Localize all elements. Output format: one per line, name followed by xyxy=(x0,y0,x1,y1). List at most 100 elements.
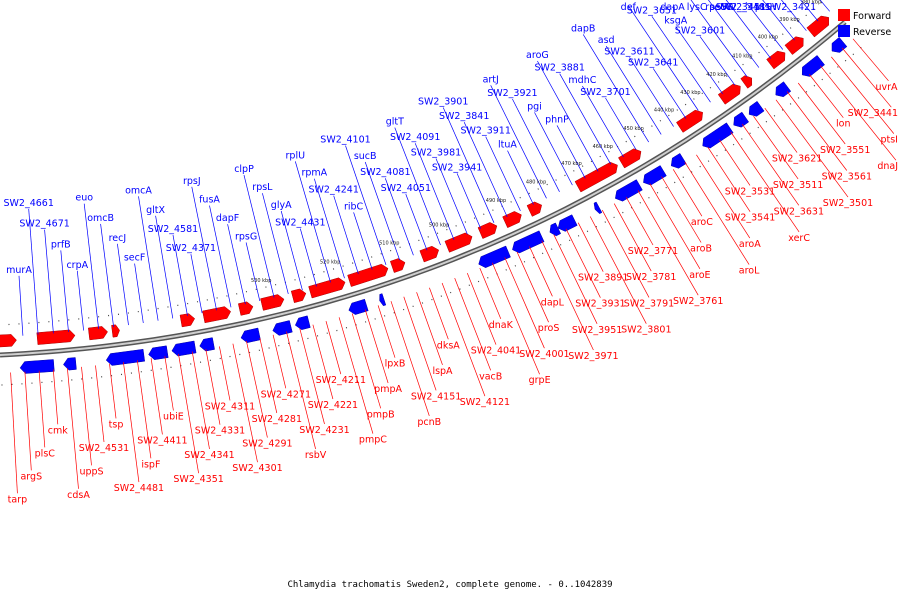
leader-line xyxy=(24,371,32,471)
leader-line xyxy=(364,161,401,261)
gene-label: cdsA xyxy=(67,490,90,501)
leader-line xyxy=(138,196,159,321)
forward-gene-arrow xyxy=(36,329,76,345)
gene-label: gltX xyxy=(146,205,165,216)
reverse-gene-arrow xyxy=(240,327,261,343)
gene-label: mdhC xyxy=(568,75,596,86)
scale-tick-label: 500 kbp xyxy=(429,222,449,228)
gene-label: SW2_3801 xyxy=(621,325,671,336)
leader-line xyxy=(259,337,278,414)
gene-label: lspA xyxy=(432,366,453,377)
leader-line xyxy=(441,282,486,397)
leader-line xyxy=(394,127,441,246)
gene-label: SW2_4001 xyxy=(519,349,569,360)
leader-line xyxy=(516,251,549,323)
leader-line xyxy=(81,366,92,466)
leader-line xyxy=(541,240,594,351)
leader-line xyxy=(652,68,687,119)
leader-line xyxy=(786,91,848,171)
leader-line xyxy=(725,0,772,59)
leader-line xyxy=(338,317,374,434)
genome-caption: Chlamydia trachomatis Sweden2, complete … xyxy=(287,580,612,590)
forward-gene-arrow xyxy=(477,222,498,239)
leader-line xyxy=(435,158,468,235)
leader-line xyxy=(136,360,152,459)
gene-label: SW2_3981 xyxy=(411,148,461,159)
gene-label: SW2_4661 xyxy=(3,198,53,209)
legend-forward-swatch xyxy=(838,9,850,21)
gene-label: SW2_3541 xyxy=(725,213,775,224)
gene-label: SW2_3941 xyxy=(432,162,482,173)
legend-reverse-label: Reverse xyxy=(853,27,891,38)
gene-label: ptsH xyxy=(755,2,777,13)
gene-label: argS xyxy=(20,471,42,482)
leader-line xyxy=(504,257,545,349)
scale-ticks: 380 kbp 390 kbp 400 kbp 410 kbp 420 kbp 430 k… xyxy=(251,0,821,284)
gene-label: SW2_4331 xyxy=(195,426,245,437)
leader-line xyxy=(537,60,599,172)
gene-label: SW2_3951 xyxy=(572,325,622,336)
gene-label: tsp xyxy=(109,419,124,430)
leader-line xyxy=(820,65,897,161)
gene-label: uvrA xyxy=(875,82,898,93)
leader-line xyxy=(246,340,268,438)
gene-label: SW2_3531 xyxy=(725,186,775,197)
gene-label: SW2_3551 xyxy=(820,145,870,156)
scale-tick-label: 410 kbp xyxy=(732,54,752,60)
gene-label: SW2_3921 xyxy=(487,88,537,99)
gene-label: aroB xyxy=(690,244,712,255)
leader-line xyxy=(191,351,210,450)
gene-label: SW2_3641 xyxy=(628,57,678,68)
gene-label: SW2_3771 xyxy=(628,246,678,257)
gene-label: SW2_3931 xyxy=(575,299,625,310)
leader-line xyxy=(294,161,331,283)
reverse-gene-arrow xyxy=(63,357,77,371)
leader-line xyxy=(117,243,129,326)
gene-label: SW2_3511 xyxy=(773,180,823,191)
reverse-gene-arrow xyxy=(512,230,545,254)
gene-label: fusA xyxy=(199,195,220,206)
gene-label: prfB xyxy=(51,239,71,250)
forward-gene-arrow xyxy=(179,313,196,328)
gene-label: asd xyxy=(598,35,615,46)
leader-line xyxy=(83,203,99,329)
reverse-gene-arrow xyxy=(199,337,215,352)
forward-gene-arrow xyxy=(419,245,440,263)
leader-line xyxy=(299,328,325,425)
leader-line xyxy=(209,205,232,308)
leader-line xyxy=(191,186,217,311)
gene-label: crpA xyxy=(66,260,88,271)
leader-line xyxy=(95,365,105,443)
reverse-gene-arrow xyxy=(748,100,765,117)
forward-gene-arrow xyxy=(238,301,254,316)
leader-line xyxy=(219,346,231,401)
leader-line xyxy=(637,190,699,296)
gene-label: recJ xyxy=(109,233,127,244)
gene-label: SW2_4371 xyxy=(166,243,216,254)
forward-gene-arrow xyxy=(308,277,346,299)
leader-line xyxy=(205,349,221,425)
leader-line xyxy=(262,193,289,294)
leader-line xyxy=(565,228,601,298)
leader-line xyxy=(456,173,482,229)
reverse-gene-arrow xyxy=(171,340,197,357)
leader-line xyxy=(797,82,846,145)
gene-label: SW2_3971 xyxy=(568,351,618,362)
leader-line xyxy=(190,254,203,314)
genome-backbone xyxy=(0,20,847,358)
gene-label: SW2_4531 xyxy=(79,443,129,454)
gene-label: SW2_3781 xyxy=(626,272,676,283)
gene-label: SW2_4291 xyxy=(242,439,292,450)
leader-line xyxy=(178,353,199,474)
leader-line xyxy=(852,38,889,82)
leader-line xyxy=(155,215,174,319)
legend: Forward Reverse xyxy=(838,9,891,38)
leader-line xyxy=(28,208,39,335)
gene-label: aroL xyxy=(739,266,760,277)
leader-line xyxy=(577,222,604,272)
leader-line xyxy=(684,161,750,265)
leader-line xyxy=(345,145,387,266)
gene-label: SW2_4411 xyxy=(137,435,187,446)
gene-label: proS xyxy=(538,323,560,334)
gene-label: SW2_4281 xyxy=(252,414,302,425)
